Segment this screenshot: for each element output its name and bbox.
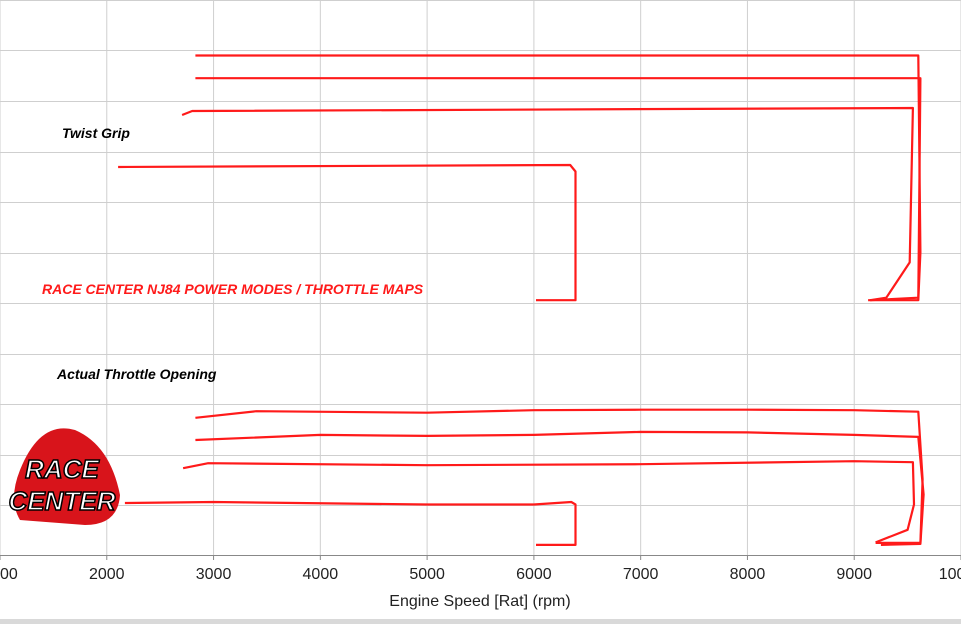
logo-shape	[14, 428, 120, 525]
logo-text: RACE	[25, 454, 99, 484]
series-line	[195, 54, 922, 302]
annotation: Twist Grip	[62, 125, 130, 141]
x-tick-label: 3000	[196, 566, 232, 583]
x-tick-label: 8000	[730, 566, 766, 583]
x-tick-label: 10000	[939, 566, 961, 583]
x-axis-label: Engine Speed [Rat] (rpm)	[389, 593, 570, 610]
horizontal-grid	[0, 0, 961, 556]
logo-text: CENTER	[9, 486, 116, 516]
x-tick-label: 6000	[516, 566, 552, 583]
x-tick-label: 2000	[89, 566, 125, 583]
series-line	[195, 408, 924, 544]
x-tick-label: 7000	[623, 566, 659, 583]
x-tick-label: 1000	[0, 566, 18, 583]
x-tick-label: 5000	[409, 566, 445, 583]
series-line	[182, 460, 916, 544]
series-line	[195, 77, 922, 302]
annotation: Actual Throttle Opening	[56, 366, 217, 382]
annotation: RACE CENTER NJ84 POWER MODES / THROTTLE …	[42, 281, 424, 297]
x-tick-label: 4000	[303, 566, 339, 583]
bottom-strip	[0, 619, 961, 624]
x-tick-label: 9000	[836, 566, 872, 583]
logo: RACE CENTER	[8, 428, 120, 525]
series-line	[118, 163, 577, 302]
series-line	[181, 106, 914, 302]
series-line	[124, 500, 577, 546]
series-line	[195, 430, 925, 546]
